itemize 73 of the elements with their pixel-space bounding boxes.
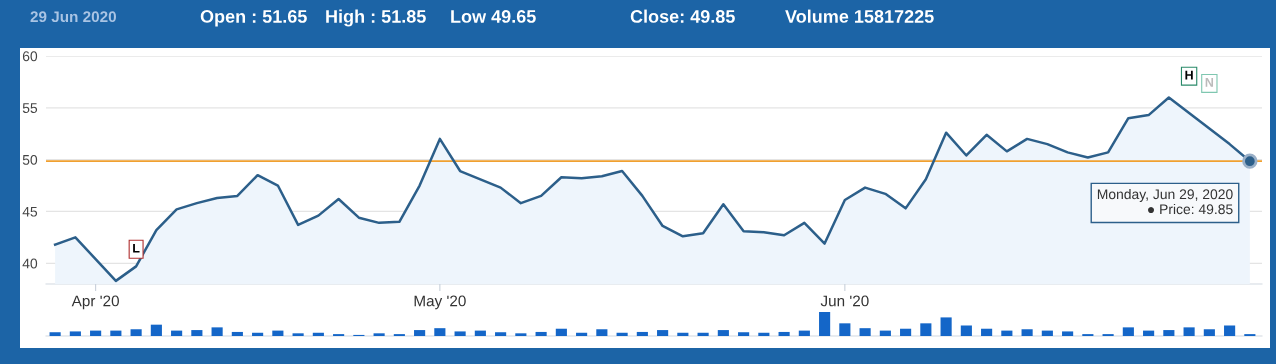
- x-tick-label: Jun '20: [820, 295, 869, 307]
- bar: [49, 332, 61, 336]
- y-tick-label: 40: [22, 258, 38, 269]
- x-tick-label: Apr '20: [71, 295, 119, 310]
- bar: [920, 323, 932, 336]
- bar: [616, 332, 628, 336]
- bar: [859, 328, 871, 336]
- bar: [900, 328, 912, 336]
- annotation: Monday, Jun 29, 2020: [1097, 188, 1233, 202]
- bar: [960, 325, 972, 336]
- bar: [110, 330, 122, 336]
- bar: [474, 330, 486, 336]
- bar: [1021, 329, 1033, 336]
- bar: [798, 330, 810, 336]
- text: Volume 15817225: [785, 9, 934, 23]
- bar: [515, 333, 527, 336]
- annotation: L: [133, 243, 140, 253]
- bar: [1203, 329, 1215, 336]
- bar: [657, 330, 669, 336]
- bar: [252, 332, 264, 336]
- bar: [717, 330, 729, 336]
- y-tick-label: 50: [22, 154, 38, 165]
- bar: [535, 331, 547, 336]
- bar: [1183, 327, 1195, 336]
- text: Close: 49.85: [630, 9, 735, 23]
- bar: [130, 329, 142, 336]
- y-tick-label: 45: [22, 206, 38, 217]
- bar: [434, 328, 446, 336]
- x-tick-label: May '20: [414, 295, 466, 310]
- bar: [778, 331, 790, 336]
- bar: [90, 330, 102, 336]
- bar: [373, 333, 385, 336]
- bar: [1122, 327, 1134, 336]
- bar: [738, 332, 750, 336]
- bar: [819, 312, 831, 336]
- bar: [879, 330, 891, 336]
- bar: [1062, 331, 1074, 336]
- bar: [1224, 325, 1236, 336]
- bar: [1143, 330, 1155, 336]
- bar: [1041, 330, 1053, 336]
- bar: [272, 330, 284, 336]
- bar: [636, 331, 648, 336]
- bar: [414, 330, 426, 336]
- bar: [312, 332, 324, 336]
- bar: [839, 323, 851, 336]
- y-tick-label: 55: [22, 103, 38, 113]
- text: High : 51.85: [326, 9, 426, 27]
- annotation: H: [1185, 70, 1193, 80]
- bar: [697, 332, 709, 336]
- bar: [677, 332, 689, 336]
- bar: [211, 327, 223, 336]
- bar: [981, 328, 993, 336]
- bar: [576, 332, 588, 336]
- bar: [940, 317, 952, 336]
- chart-title: 29 Jun 2020: [30, 11, 116, 23]
- text: Low 49.65: [451, 10, 536, 23]
- bar: [1163, 330, 1175, 336]
- bar: [231, 331, 243, 336]
- bar: [191, 330, 203, 336]
- bar: [758, 332, 770, 336]
- bar: [171, 330, 183, 336]
- text: Open : 51.65: [200, 10, 307, 27]
- annotation: ● Price: 49.85: [1148, 203, 1233, 215]
- annotation: N: [1205, 78, 1214, 87]
- bar: [1001, 330, 1013, 336]
- bar: [150, 324, 162, 336]
- bar: [69, 331, 81, 336]
- bar: [555, 328, 567, 336]
- bar: [454, 331, 466, 336]
- bar: [292, 333, 304, 336]
- bar: [596, 329, 608, 336]
- y-tick-label: 60: [22, 51, 38, 62]
- bar: [495, 332, 507, 336]
